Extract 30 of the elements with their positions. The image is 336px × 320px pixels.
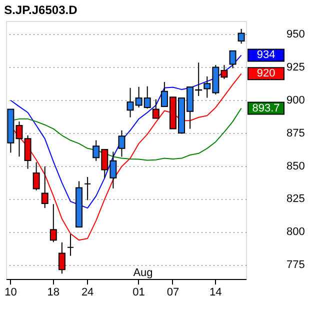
x-tick-label: 24: [81, 286, 94, 298]
x-tick-label: 07: [166, 286, 180, 298]
candlestick: [41, 166, 48, 209]
candlestick: [238, 28, 245, 44]
candlestick: [152, 98, 160, 119]
annotation: Aug: [133, 267, 153, 279]
y-tick-label: 950: [286, 28, 305, 41]
y-tick-label: 900: [286, 94, 305, 106]
y-tick-label: 800: [286, 226, 305, 238]
candlestick: [58, 242, 66, 274]
y-tick-label: 925: [286, 62, 305, 74]
x-tick-label: 01: [132, 286, 145, 298]
candlestick: [24, 134, 32, 170]
x-tick-label: 18: [47, 286, 60, 298]
y-tick-label: 875: [286, 127, 305, 140]
candlestick: [50, 204, 57, 243]
chart-title: S.JP.J6503.D: [4, 3, 78, 17]
candlestick: [229, 50, 236, 69]
y-tick-label: 850: [286, 160, 305, 172]
candlestick: [84, 176, 92, 201]
candlestick: [66, 234, 74, 256]
y-tick-label: 825: [286, 193, 305, 206]
x-tick-label: 10: [4, 286, 17, 298]
y-tick-label: 775: [286, 259, 305, 272]
candlestick: [118, 130, 126, 158]
data-label: 920: [256, 68, 276, 80]
x-tick-label: 14: [210, 286, 222, 298]
data-label: 893.7: [252, 102, 280, 114]
data-label: 934: [256, 49, 276, 62]
candlestick: [32, 162, 40, 191]
